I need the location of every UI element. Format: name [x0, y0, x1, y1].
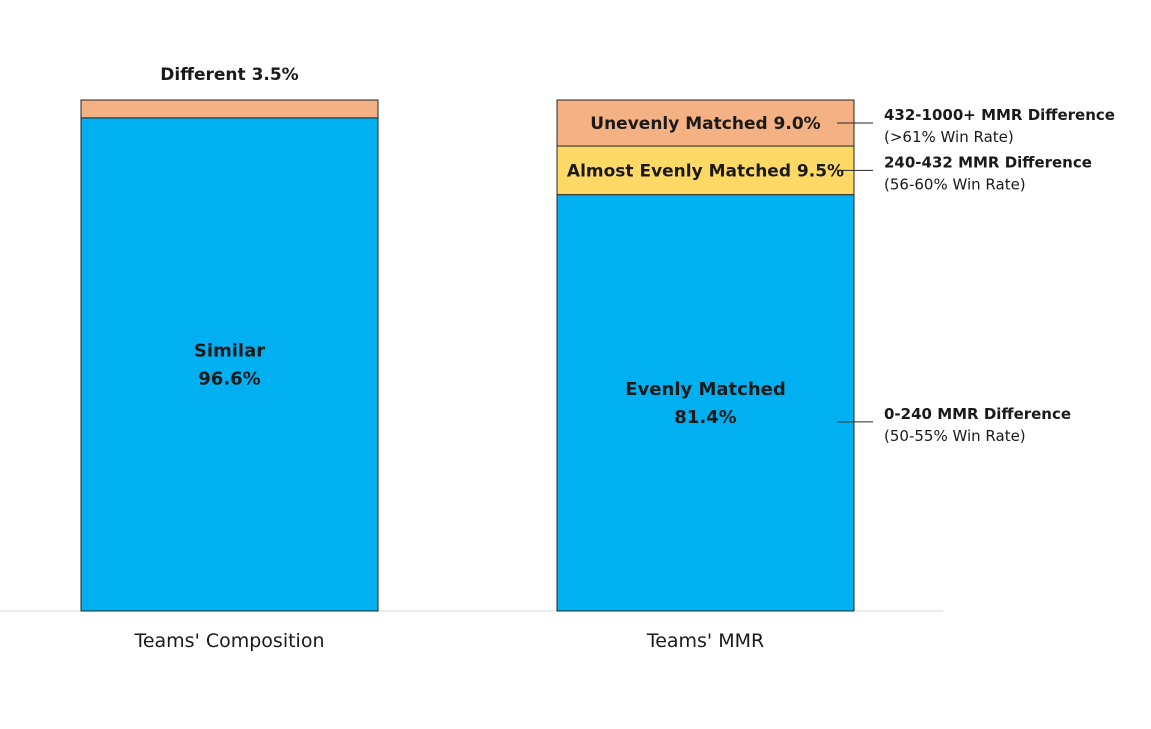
- category-label-teams-composition: Teams' Composition: [133, 630, 324, 652]
- annotation-subtitle-evenly-matched: (50-55% Win Rate): [884, 427, 1026, 445]
- segment-label-evenly-matched-line-2: 81.4%: [674, 407, 736, 428]
- annotation-subtitle-unevenly-matched-9-0: (>61% Win Rate): [884, 128, 1014, 146]
- bar-segment-similar: [80, 117, 379, 612]
- segment-label-unevenly-matched-9-0: Unevenly Matched 9.0%: [590, 114, 820, 134]
- annotation-title-unevenly-matched-9-0: 432-1000+ MMR Difference: [884, 106, 1115, 124]
- bar-segment-different-3-5: [80, 99, 379, 119]
- bar-segment-evenly-matched: [556, 194, 855, 612]
- annotation-subtitle-almost-evenly-matched-9-5: (56-60% Win Rate): [884, 175, 1026, 193]
- annotation-title-almost-evenly-matched-9-5: 240-432 MMR Difference: [884, 153, 1092, 171]
- bar-segment-unevenly-matched-9-0: [556, 99, 855, 147]
- bar-segment-almost-evenly-matched-9-5: [556, 145, 855, 196]
- segment-label-similar-line-2: 96.6%: [198, 368, 260, 389]
- labels-layer: Similar 96.6% Different 3.5% Teams' Composi…: [133, 65, 1114, 652]
- segment-label-evenly-matched-line-1: Evenly Matched: [625, 379, 785, 400]
- segment-label-different-3-5: Different 3.5%: [160, 65, 298, 85]
- segment-label-similar-line-1: Similar: [194, 340, 265, 361]
- annotation-title-evenly-matched: 0-240 MMR Difference: [884, 405, 1071, 423]
- bars-layer: [80, 99, 855, 612]
- segment-label-almost-evenly-matched-9-5: Almost Evenly Matched 9.5%: [567, 161, 844, 181]
- category-label-teams-mmr: Teams' MMR: [646, 630, 764, 652]
